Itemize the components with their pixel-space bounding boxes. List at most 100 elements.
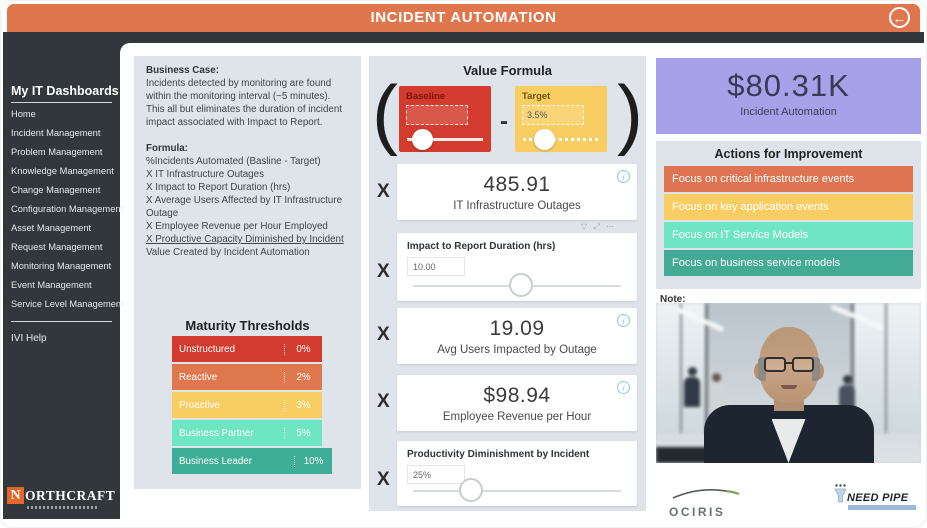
target-input[interactable] <box>522 105 584 125</box>
sidebar-item-configuration-management[interactable]: Configuration Management <box>11 204 124 214</box>
sidebar-title: My IT Dashboards <box>11 84 119 98</box>
info-icon[interactable]: i <box>617 170 630 183</box>
formula-line: X Impact to Report Duration (hrs) <box>146 182 291 193</box>
formula-line: Value Created by Incident Automation <box>146 247 310 258</box>
table-row[interactable]: Reactive 2% <box>172 364 322 390</box>
maturity-value: 0% <box>284 343 322 355</box>
business-case-title: Business Case: <box>146 65 219 76</box>
impact-duration-input[interactable] <box>407 257 465 276</box>
maturity-label: Business Partner <box>179 427 254 439</box>
glasses <box>763 357 786 372</box>
business-case-text: Business Case: Incidents detected by mon… <box>146 64 351 259</box>
sidebar-item-asset-management[interactable]: Asset Management <box>11 223 92 233</box>
funnel-icon <box>834 484 847 503</box>
impact-duration-slider-thumb[interactable] <box>508 273 533 297</box>
northcraft-logo: N ORTHCRAFT <box>7 487 115 504</box>
baseline-input[interactable] <box>406 105 468 125</box>
value-formula-title: Value Formula <box>463 63 552 78</box>
card-label: IT Infrastructure Outages <box>453 200 581 212</box>
visual-hover-toolbar: ▽ ⤢ ⋯ <box>581 222 616 232</box>
maturity-value: 5% <box>284 427 322 439</box>
formula-line: X IT Infrastructure Outages <box>146 169 264 180</box>
needpipe-logo-bar <box>848 505 916 510</box>
needpipe-logo[interactable]: NEED PIPE <box>834 484 916 510</box>
business-case-body: Incidents detected by monitoring are fou… <box>146 78 343 128</box>
multiply-operator: X <box>377 261 390 282</box>
target-card: Target <box>515 86 607 152</box>
sidebar-item-ivi-help[interactable]: IVI Help <box>11 333 47 344</box>
northcraft-logo-tagline <box>27 506 97 509</box>
open-paren: ( <box>372 69 398 157</box>
target-slider[interactable] <box>523 129 599 150</box>
sidebar-item-incident-management[interactable]: Incident Management <box>11 128 101 138</box>
maturity-thresholds-table: Unstructured 0% Reactive 2% Proactive 3%… <box>172 336 332 476</box>
target-label: Target <box>522 91 551 102</box>
productivity-slider[interactable] <box>413 478 621 502</box>
formula-line: X Average Users Affected by IT Infrastru… <box>146 195 343 219</box>
sidebar-item-monitoring-management[interactable]: Monitoring Management <box>11 261 112 271</box>
more-options-icon[interactable]: ⋯ <box>606 222 616 231</box>
maturity-thresholds-title: Maturity Thresholds <box>185 318 310 333</box>
card-value: 485.91 <box>483 173 551 196</box>
baseline-slider[interactable] <box>407 129 483 150</box>
video-player[interactable] <box>656 303 921 463</box>
baseline-card: Baseline <box>399 86 491 152</box>
sidebar-item-event-management[interactable]: Event Management <box>11 280 92 290</box>
impact-duration-slider[interactable] <box>413 273 621 297</box>
divider <box>11 102 112 103</box>
table-row[interactable]: Business Partner 5% <box>172 420 322 446</box>
sidebar-item-problem-management[interactable]: Problem Management <box>11 147 103 157</box>
sidebar-item-request-management[interactable]: Request Management <box>11 242 103 252</box>
sidebar-item-change-management[interactable]: Change Management <box>11 185 101 195</box>
kpi-card-employee-revenue: i $98.94 Employee Revenue per Hour <box>397 375 637 431</box>
divider <box>11 321 112 322</box>
multiply-operator: X <box>377 181 390 202</box>
baseline-label: Baseline <box>406 91 446 102</box>
back-button[interactable]: ← <box>889 7 910 28</box>
table-row[interactable]: Proactive 3% <box>172 392 322 418</box>
actions-for-improvement-panel: Actions for Improvement Focus on critica… <box>656 141 921 289</box>
kpi-card-it-infrastructure-outages: i 485.91 IT Infrastructure Outages <box>397 164 637 220</box>
table-row[interactable]: Business Leader 10% <box>172 448 332 474</box>
sidebar-item-service-level-management[interactable]: Service Level Management <box>11 299 124 309</box>
sidebar-item-home[interactable]: Home <box>11 109 36 119</box>
target-slider-thumb[interactable] <box>533 129 555 150</box>
incident-automation-kpi-card: $80.31K Incident Automation <box>656 58 921 134</box>
productivity-slider-thumb[interactable] <box>458 478 483 502</box>
productivity-input[interactable] <box>407 465 465 484</box>
baseline-slider-thumb[interactable] <box>411 129 433 150</box>
kpi-label: Incident Automation <box>740 106 837 118</box>
kpi-value: $80.31K <box>727 68 850 103</box>
info-icon[interactable]: i <box>617 381 630 394</box>
maturity-label: Unstructured <box>179 343 236 355</box>
info-icon[interactable]: i <box>617 314 630 327</box>
card-label: Employee Revenue per Hour <box>442 411 592 423</box>
card-label: Avg Users Impacted by Outage <box>437 344 597 356</box>
ociris-logo-text: OCIRIS <box>669 505 726 519</box>
action-item[interactable]: Focus on critical infrastructure events <box>664 166 913 192</box>
business-case-panel: Business Case: Incidents detected by mon… <box>134 56 361 489</box>
formula-title: Formula: <box>146 143 188 154</box>
kpi-card-avg-users-impacted: i 19.09 Avg Users Impacted by Outage <box>397 308 637 364</box>
action-item[interactable]: Focus on business service models <box>664 250 913 276</box>
page-title: INCIDENT AUTOMATION <box>370 9 557 26</box>
ociris-logo[interactable]: OCIRIS <box>669 487 743 519</box>
maturity-label: Reactive <box>179 371 218 383</box>
sidebar-item-knowledge-management[interactable]: Knowledge Management <box>11 166 114 176</box>
card-label: Productivity Diminishment by Incident <box>407 449 590 460</box>
background-person <box>684 367 700 407</box>
action-item[interactable]: Focus on key application events <box>664 194 913 220</box>
northcraft-logo-mark: N <box>7 487 24 504</box>
value-formula-panel: Value Formula ( Baseline - Target ) X i … <box>369 56 646 511</box>
northcraft-logo-text: ORTHCRAFT <box>25 487 116 503</box>
note-label: Note: <box>660 294 686 305</box>
sidebar: My IT Dashboards Home Incident Managemen… <box>3 32 124 519</box>
maturity-label: Business Leader <box>179 455 252 467</box>
table-row[interactable]: Unstructured 0% <box>172 336 322 362</box>
minus-sign: - <box>500 108 508 135</box>
action-item[interactable]: Focus on IT Service Models <box>664 222 913 248</box>
focus-mode-icon[interactable]: ⤢ <box>593 222 602 231</box>
needpipe-logo-text: NEED PIPE <box>847 492 909 504</box>
multiply-operator: X <box>377 469 390 490</box>
filter-icon[interactable]: ▽ <box>580 222 590 231</box>
